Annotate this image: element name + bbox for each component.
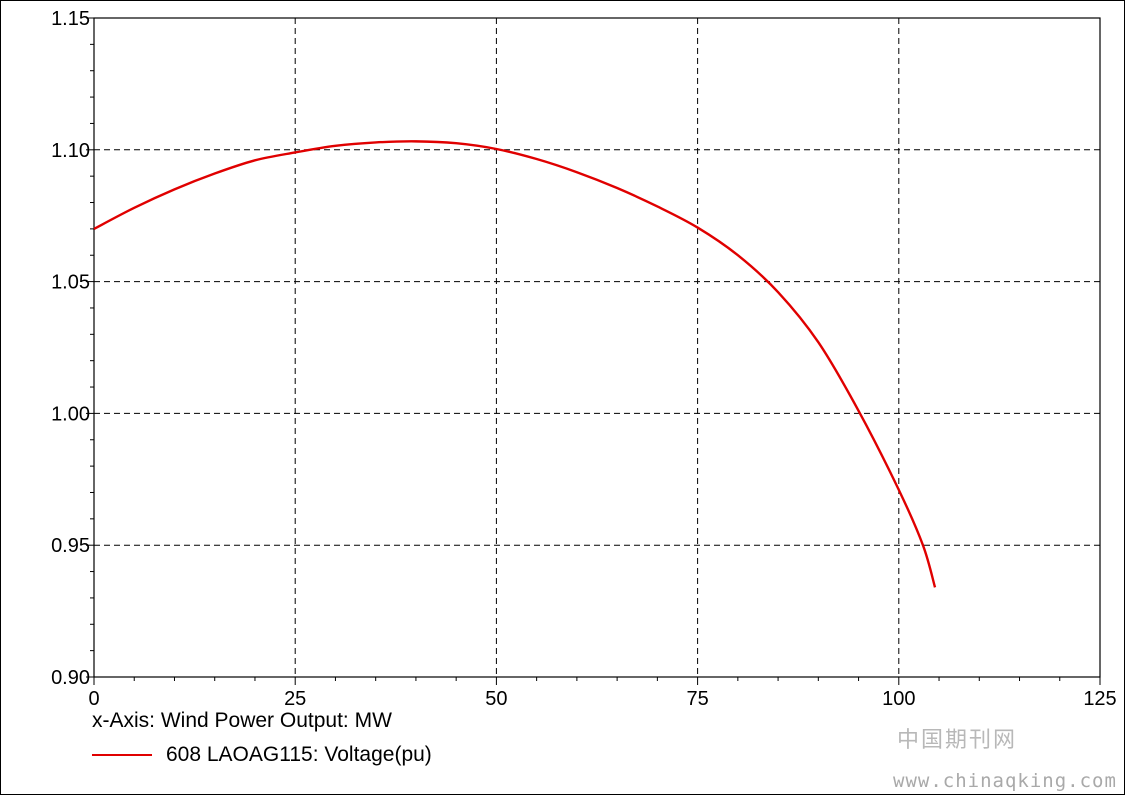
x-axis-caption: x-Axis: Wind Power Output: MW [92,709,392,732]
legend: 608 LAOAG115: Voltage(pu) [92,743,432,767]
watermark-chinese: 中国期刊网 [897,728,1018,753]
y-tick-label: 1.00 [51,403,90,425]
legend-label: 608 LAOAG115: Voltage(pu) [166,743,432,766]
y-tick-label: 1.15 [51,8,90,30]
series-line-voltage [93,140,937,588]
plot-area [93,17,1101,678]
axis-ticks [86,17,1101,685]
y-tick-label: 1.05 [51,272,90,294]
legend-swatch [92,754,152,756]
x-tick-label: 25 [284,688,306,710]
watermark-url: www.chinaqking.com [893,770,1117,792]
series-lines [93,140,937,588]
y-tick-label: 0.95 [51,535,90,557]
tick-labels: 0 25 50 75 100 125 0.90 0.95 1.00 1.05 1.10 1.15 [51,8,1117,710]
grid-lines [94,18,1100,677]
x-tick-label: 75 [686,688,708,710]
x-tick-label: 50 [485,688,507,710]
x-tick-label: 100 [882,688,915,710]
x-tick-label: 0 [88,688,99,710]
y-tick-label: 0.90 [51,667,90,689]
y-tick-label: 1.10 [51,140,90,162]
x-tick-label: 125 [1083,688,1116,710]
